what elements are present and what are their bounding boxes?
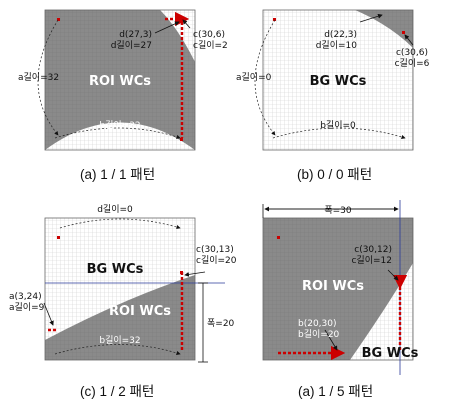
panel-d-width-label: 폭=30 xyxy=(324,205,352,216)
panel-c-bg-label: BG WCs xyxy=(87,262,144,277)
panel-c-c-length: c길이=20 xyxy=(196,255,237,266)
panel-b-b-length: b길이=0 xyxy=(320,120,356,131)
panel-d-c-coord: c(30,12) xyxy=(354,245,392,255)
panel-a-a-length: a길이=32 xyxy=(18,72,59,83)
panel-a-d-coord: d(27,3) xyxy=(119,30,152,40)
panel-a-caption: (a) 1 / 1 패턴 xyxy=(80,163,155,183)
panel-d-caption: (a) 1 / 5 패턴 xyxy=(298,380,373,400)
panel-d-bg-label: BG WCs xyxy=(362,346,419,361)
panel-b-a-length: a길이=0 xyxy=(236,72,272,83)
panel-c-c-coord: c(30,13) xyxy=(196,245,234,255)
panel-d: 폭=30 ROI WCs BG WCs c(30,12) c길이=12 b(20… xyxy=(263,200,419,375)
panel-b-c-length: c길이=6 xyxy=(395,58,430,69)
panel-a-roi-label: ROI WCs xyxy=(89,74,151,89)
panel-c-b-length: b길이=32 xyxy=(99,335,140,346)
panel-d-b-coord: b(20,30) xyxy=(298,319,337,329)
panel-b-bg-label: BG WCs xyxy=(310,74,367,89)
panel-d-roi-label: ROI WCs xyxy=(302,279,364,294)
panel-c-a-coord: a(3,24) xyxy=(9,292,42,302)
panel-c: d길이=0 BG WCs ROI WCs c(30,13) c길이=20 a(3… xyxy=(9,204,237,362)
panel-d-c-length: c길이=12 xyxy=(351,255,392,266)
panel-d-b-length: b길이=20 xyxy=(298,329,340,340)
panel-b-caption: (b) 0 / 0 패턴 xyxy=(297,163,372,183)
panel-b-d-coord: d(22,3) xyxy=(324,30,357,40)
panel-b-d-length: d길이=10 xyxy=(316,40,358,51)
panel-c-a-length: a길이=9 xyxy=(9,302,45,313)
panel-a-c-coord: c(30,6) xyxy=(193,30,225,40)
panel-c-caption: (c) 1 / 2 패턴 xyxy=(80,380,154,400)
panel-c-width-label: 폭=20 xyxy=(207,318,235,329)
panel-a-d-length: d길이=27 xyxy=(111,40,152,51)
panel-c-roi-label: ROI WCs xyxy=(109,304,171,319)
panel-a: ROI WCs d(27,3) d길이=27 c(30,6) c길이=2 a길이… xyxy=(18,10,228,150)
panel-c-d-length: d길이=0 xyxy=(97,204,133,215)
panel-b-c-coord: c(30,6) xyxy=(396,48,428,58)
panel-a-b-length: b길이=32 xyxy=(99,120,140,131)
panel-b: BG WCs d(22,3) d길이=10 c(30,6) c길이=6 a길이=… xyxy=(236,10,430,150)
panel-a-c-length: c길이=2 xyxy=(193,40,228,51)
